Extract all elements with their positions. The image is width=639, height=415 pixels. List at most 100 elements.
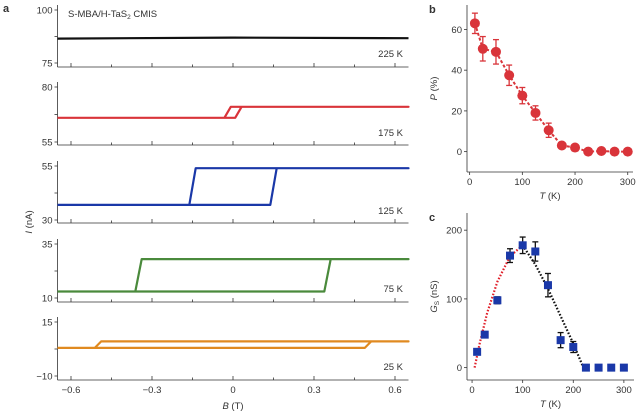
data-point	[607, 363, 616, 372]
data-point	[506, 251, 515, 260]
x-axis-label: B (T)	[222, 401, 243, 412]
text-part: 2	[127, 14, 131, 21]
data-point	[570, 142, 581, 153]
data-point	[517, 90, 528, 101]
data-point	[504, 70, 515, 81]
data-point	[583, 146, 594, 157]
text-part: P	[429, 93, 440, 100]
data-point	[556, 140, 567, 151]
data-point	[543, 281, 552, 290]
text-part: S-MBA/H-TaS	[68, 9, 127, 20]
x-tick-label: 200	[567, 177, 583, 188]
x-tick-label: 0	[230, 385, 235, 396]
data-point	[469, 18, 480, 29]
data-point	[596, 146, 607, 157]
text-part: S	[434, 300, 441, 305]
panel-annotation: S-MBA/H-TaS2 CMIS	[68, 9, 157, 21]
subplot-125k: 55 30 125 K	[42, 161, 410, 227]
text-part: CMIS	[131, 9, 157, 20]
y-axis-label: I (nA)	[24, 210, 35, 233]
y-tick-label: 20	[451, 106, 462, 117]
y-tick-label: 15	[42, 318, 53, 329]
temperature-label: 225 K	[378, 49, 403, 60]
subplot-225k: 100 75 225 K	[37, 5, 409, 70]
y-tick-label: 80	[42, 83, 53, 94]
data-point	[493, 296, 502, 305]
data-point	[480, 330, 489, 339]
x-tick-label: 300	[620, 177, 636, 188]
x-tick-label: 100	[514, 177, 530, 188]
temperature-label: 125 K	[378, 206, 403, 217]
y-tick-label: 0	[457, 147, 462, 158]
text-part: (K)	[546, 399, 561, 410]
text-part: B	[222, 401, 229, 412]
x-axis-label: T (K)	[540, 399, 561, 410]
text-part: (%)	[429, 77, 440, 94]
panel-label-a: a	[3, 3, 10, 15]
subplot-75k: 35 10 75 K	[42, 239, 410, 305]
data-point	[622, 146, 633, 157]
y-tick-label: 200	[446, 226, 462, 237]
y-tick-label: 100	[37, 6, 53, 17]
y-tick-label: 60	[451, 25, 462, 36]
panel-c: c 0 100 200 300 0 100 200 T (K) GS (nS)	[429, 212, 634, 410]
data-point	[569, 343, 578, 352]
temperature-label: 75 K	[383, 284, 403, 295]
y-tick-label: 30	[42, 216, 53, 227]
data-point	[477, 43, 488, 54]
data-point	[490, 46, 501, 57]
data-point	[530, 107, 541, 118]
data-point	[556, 336, 565, 345]
data-point	[531, 247, 540, 256]
text-part: (T)	[229, 401, 244, 412]
x-tick-label: 0.6	[388, 385, 401, 396]
data-point	[473, 347, 482, 356]
data-point	[619, 363, 628, 372]
data-point	[518, 241, 527, 250]
text-part: T	[539, 191, 546, 202]
y-tick-label: 55	[42, 138, 53, 149]
subplot-175k: 80 55 175 K	[42, 82, 410, 149]
y-tick-label: 40	[451, 66, 462, 77]
fit-curve	[521, 244, 585, 369]
data-point	[609, 146, 620, 157]
text-part: T	[540, 399, 547, 410]
x-tick-label: 100	[515, 385, 531, 396]
x-tick-label: 300	[616, 385, 632, 396]
data-point	[543, 125, 554, 136]
x-tick-label: 0	[469, 385, 474, 396]
x-tick-label: 0	[467, 177, 472, 188]
hysteresis-trace	[57, 167, 410, 206]
y-axis-label: P (%)	[429, 77, 440, 101]
data-point	[594, 363, 603, 372]
x-tick-label: 0.3	[307, 385, 320, 396]
hysteresis-trace	[57, 36, 409, 40]
text-part: G	[429, 305, 440, 312]
x-tick-label: −0.6	[62, 385, 81, 396]
text-part: I	[24, 231, 35, 234]
y-tick-label: 75	[42, 59, 53, 70]
x-axis-label: T (K)	[539, 191, 560, 202]
y-tick-label: 0	[457, 363, 462, 374]
panel-label-b: b	[429, 4, 436, 16]
y-tick-label: 10	[42, 294, 53, 305]
text-part: (nS)	[429, 280, 440, 301]
subplot-25k: 15 −10 25 K	[36, 317, 410, 383]
y-tick-label: 35	[42, 240, 53, 251]
y-tick-label: −10	[36, 372, 52, 383]
hysteresis-trace	[57, 340, 410, 349]
fit-curve	[473, 244, 524, 368]
panel-b: b 0 100 200 300 0 20 40 60 T (K) P (%)	[429, 4, 636, 202]
text-part: (K)	[545, 191, 560, 202]
temperature-label: 25 K	[383, 362, 403, 373]
text-part: (nA)	[24, 210, 35, 231]
y-tick-label: 100	[446, 294, 462, 305]
panel-label-c: c	[429, 212, 435, 224]
y-axis-label: GS (nS)	[429, 280, 441, 312]
hysteresis-trace	[57, 105, 410, 119]
y-tick-label: 55	[42, 162, 53, 173]
temperature-label: 175 K	[378, 128, 403, 139]
x-tick-label: −0.3	[143, 385, 162, 396]
data-point	[581, 363, 590, 372]
